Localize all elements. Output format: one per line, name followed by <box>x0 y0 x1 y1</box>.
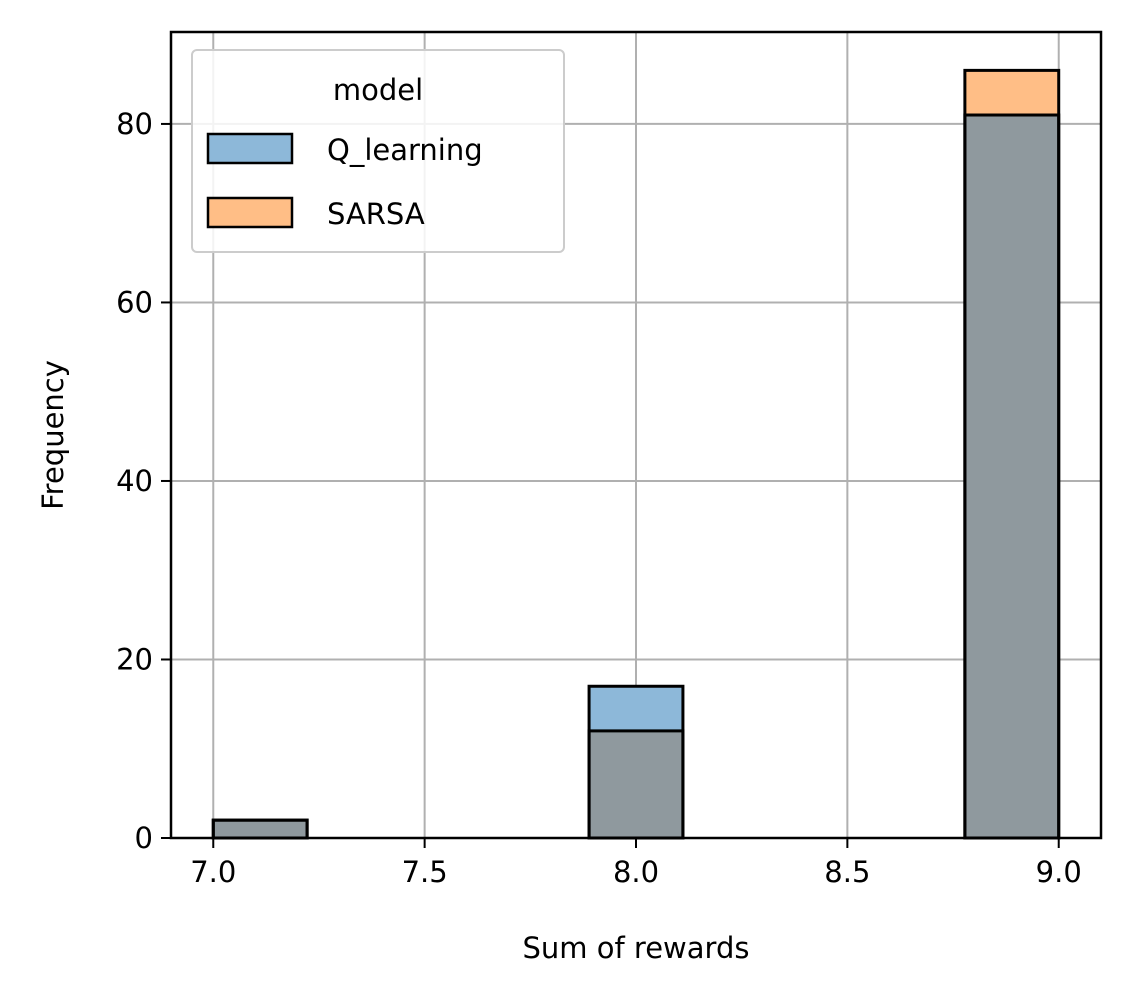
x-tick-label: 8.5 <box>824 855 870 889</box>
x-axis-title: Sum of rewards <box>523 931 750 965</box>
bar-q-learning <box>589 686 683 731</box>
x-tick-label: 9.0 <box>1036 855 1082 889</box>
x-tick-label: 8.0 <box>613 855 659 889</box>
x-tick-label: 7.0 <box>190 855 236 889</box>
y-tick-label: 60 <box>116 285 153 319</box>
legend-label-sarsa: SARSA <box>327 197 425 231</box>
y-tick-label: 20 <box>116 642 153 676</box>
legend-title: model <box>333 73 423 107</box>
x-tick-label: 7.5 <box>402 855 448 889</box>
legend: model Q_learning SARSA <box>191 49 565 253</box>
bar-overlap <box>589 730 683 838</box>
y-axis-title: Frequency <box>36 360 70 510</box>
y-tick-label: 80 <box>116 107 153 141</box>
legend-swatch-sarsa <box>206 196 294 229</box>
bar-overlap <box>964 115 1059 839</box>
ticks: 7.0 7.5 8.0 8.5 9.0 0 20 40 60 80 <box>116 107 1082 889</box>
bar-overlap <box>213 820 308 838</box>
y-tick-label: 0 <box>135 821 153 855</box>
legend-label-q-learning: Q_learning <box>327 133 483 167</box>
y-tick-label: 40 <box>116 464 153 498</box>
bar-sarsa <box>964 70 1059 116</box>
legend-swatch-q-learning <box>206 132 294 165</box>
